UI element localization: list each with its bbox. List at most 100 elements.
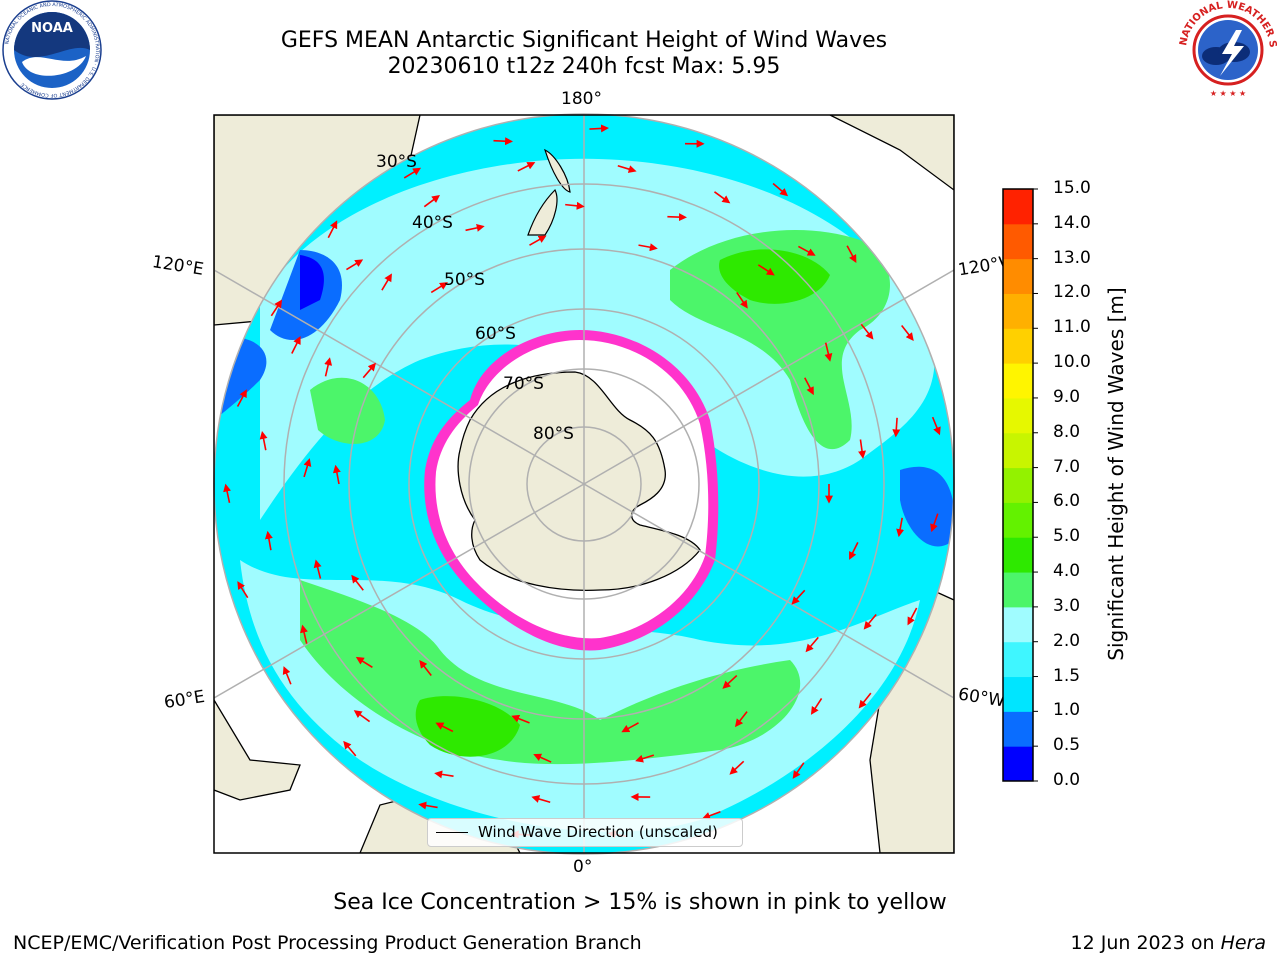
svg-text:NOAA: NOAA [31,21,73,36]
colorbar-tick-label: 7.0 [1053,456,1081,477]
wind-arrow [792,762,805,779]
colorbar-swatch [1003,467,1033,503]
wind-arrow [264,530,273,551]
wind-arrow [846,245,857,263]
wind-arrow [327,220,338,239]
wind-arrow [858,692,872,709]
wind-arrow [589,124,610,133]
map-frame [213,114,955,854]
colorbar-tick-label: 3.0 [1053,595,1081,616]
wind-arrow [621,722,639,733]
wind-arrow [291,335,301,354]
colorbar-swatch [1003,363,1033,399]
wind-arrow [353,710,371,723]
nz-south-island [527,188,558,236]
colorbar-tick-label: 11.0 [1053,317,1091,338]
wind-arrow [362,362,376,379]
wind-arrow [896,517,905,538]
lat-label-60s: 60°S [475,324,516,344]
wind-arrow [465,223,485,232]
colorbar-tick-label: 0.5 [1053,735,1081,756]
wind-arrow [517,162,536,172]
wind-arrow [565,201,585,210]
wind-arrow [435,722,454,733]
colorbar-tick-label: 14.0 [1053,212,1091,233]
wind-arrow [355,656,373,669]
wind-arrow [343,740,357,757]
wind-arrow [722,674,738,689]
wind-arrow [617,165,637,173]
wind-arrow [531,795,551,803]
sea-ice-note: Sea Ice Concentration > 15% is shown in … [333,890,947,915]
colorbar-swatch [1003,746,1033,782]
colorbar-tick-label: 12.0 [1053,282,1091,303]
colorbar-swatch [1003,572,1033,608]
colorbar-title: Significant Height of Wind Waves [m] [1104,287,1128,661]
wind-arrow [346,259,364,271]
wind-arrow [635,754,655,763]
wind-arrow [798,245,816,256]
wind-arrow [729,760,745,775]
wind-arrows [223,124,941,839]
colorbar-tick-label: 0.0 [1053,770,1081,790]
svg-text:★ ★ ★ ★: ★ ★ ★ ★ [1210,89,1246,98]
wind-arrow [259,430,268,451]
wind-arrow [736,292,748,309]
lon-label-60w: 60°W [956,684,1004,712]
colorbar-tick-label: 6.0 [1053,491,1081,512]
colorbar-swatch [1003,397,1033,434]
lat-label-70s: 70°S [503,374,544,394]
ocean-3to4m-ne [670,230,890,450]
wind-arrow [791,589,806,605]
colorbar-swatch [1003,293,1033,329]
wind-arrow [434,770,454,779]
colorbar-swatch [1003,328,1033,364]
wind-arrow [930,513,939,533]
footer-producer: NCEP/EMC/Verification Post Processing Pr… [13,932,642,954]
wind-arrow [901,325,914,341]
ocean-4to5m-ne [719,249,830,304]
nws-logo: NATIONAL WEATHER SERVICE ★ ★ ★ ★ [1176,0,1278,99]
wind-arrow [332,464,341,485]
colorbar-swatch [1003,223,1033,260]
wind-arrow [423,194,441,208]
wind-arrow [493,137,514,146]
wind-arrow [381,273,392,291]
ocean-1m-ne-tip [900,466,954,547]
wind-arrow [324,357,333,377]
legend-line-sample [436,832,468,833]
legend-label: Wind Wave Direction (unscaled) [478,823,718,841]
wind-arrow [734,711,748,728]
wind-arrow [810,697,823,715]
colorbar-swatch [1003,258,1033,294]
ocean-4to5m-south [415,696,520,757]
colorbar-tick-label: 1.5 [1053,665,1081,686]
lat-label-40s: 40°S [412,213,453,233]
wind-arrow [892,417,901,438]
colorbar-tick-label: 2.0 [1053,630,1081,651]
colorbar-swatch [1003,432,1033,469]
chart-subtitle: 20230610 t12z 240h fcst Max: 5.95 [387,54,781,79]
wind-arrow [533,753,552,763]
lat-label-80s: 80°S [533,424,574,444]
colorbar-tick-label: 8.0 [1053,421,1081,442]
wind-arrow [303,458,312,478]
ocean-0.5m-ne [300,255,324,310]
wind-arrow [772,182,789,197]
wind-arrow [300,624,308,644]
upper-right-land [829,115,954,191]
wind-arrow [863,613,877,630]
colorbar-frame [1002,188,1034,782]
footer-date: 12 Jun 2023 on Hera [1071,932,1266,954]
colorbar-tick-label: 10.0 [1053,352,1091,373]
colorbar-swatch [1003,537,1033,573]
lon-label-180: 180° [561,89,602,109]
lat-label-50s: 50°S [444,270,485,290]
wind-arrow [858,439,866,459]
africa-land [214,698,301,801]
colorbar-swatch [1003,641,1033,678]
colorbar [1002,188,1038,782]
colorbar-swatch [1003,711,1033,747]
colorbar-tick-label: 15.0 [1053,178,1091,198]
